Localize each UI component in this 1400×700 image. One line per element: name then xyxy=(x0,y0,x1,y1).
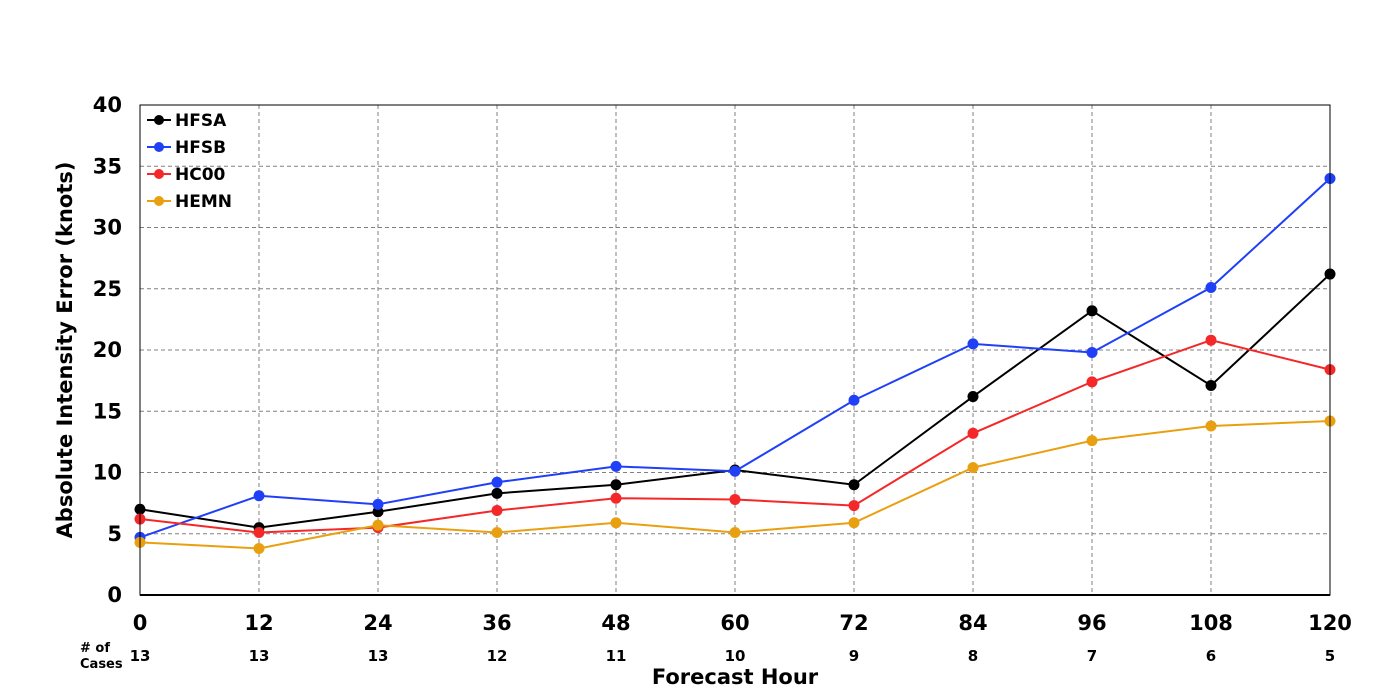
legend-label: HFSB xyxy=(175,138,226,158)
data-point xyxy=(1086,376,1098,388)
data-point xyxy=(372,519,384,531)
case-count: 8 xyxy=(968,647,978,665)
data-point xyxy=(610,479,622,491)
data-point xyxy=(372,498,384,510)
case-count: 7 xyxy=(1087,647,1097,665)
series-lines xyxy=(134,173,1336,554)
data-point xyxy=(1205,282,1217,294)
cases-title-line2: Cases xyxy=(80,657,123,672)
x-tick-label: 84 xyxy=(958,611,987,635)
x-tick-label: 0 xyxy=(133,611,148,635)
case-count: 9 xyxy=(849,647,859,665)
data-point xyxy=(491,487,503,499)
data-point xyxy=(967,338,979,350)
case-count: 5 xyxy=(1325,647,1335,665)
data-point xyxy=(1086,346,1098,358)
legend-marker xyxy=(154,196,164,206)
case-count: 12 xyxy=(487,647,508,665)
legend-item-hfsa: HFSA xyxy=(147,111,227,131)
data-point xyxy=(967,462,979,474)
data-point xyxy=(729,527,741,539)
data-point xyxy=(253,490,265,502)
legend-item-hemn: HEMN xyxy=(147,192,232,212)
data-point xyxy=(610,460,622,472)
data-point xyxy=(848,479,860,491)
cases-row: # of Cases 13 13 13 12 11 10 9 8 7 6 5 xyxy=(80,641,1335,672)
grid-lines xyxy=(140,105,1330,595)
series-hemn xyxy=(134,415,1336,554)
x-tick-label: 12 xyxy=(244,611,273,635)
data-point xyxy=(610,492,622,504)
x-axis-title: Forecast Hour xyxy=(652,665,819,689)
data-point xyxy=(1086,435,1098,447)
y-tick-label: 5 xyxy=(107,522,122,546)
y-axis-title: Absolute Intensity Error (knots) xyxy=(53,162,77,539)
case-count: 10 xyxy=(725,647,746,665)
data-point xyxy=(491,504,503,516)
data-point xyxy=(967,391,979,403)
data-point xyxy=(253,527,265,539)
x-tick-label: 36 xyxy=(482,611,511,635)
legend-item-hfsb: HFSB xyxy=(147,138,226,158)
x-tick-label: 24 xyxy=(363,611,392,635)
legend: HFSA HFSB HC00 HEMN xyxy=(147,111,232,212)
data-point xyxy=(729,465,741,477)
data-point xyxy=(1205,334,1217,346)
series-hfsb xyxy=(134,173,1336,543)
data-point xyxy=(848,500,860,512)
legend-marker xyxy=(154,115,164,125)
data-point xyxy=(491,476,503,488)
data-point xyxy=(253,542,265,554)
y-tick-label: 40 xyxy=(93,93,122,117)
legend-label: HC00 xyxy=(175,165,226,185)
y-tick-label: 15 xyxy=(93,399,122,423)
x-tick-label: 60 xyxy=(720,611,749,635)
case-count: 13 xyxy=(130,647,151,665)
x-tick-label: 72 xyxy=(839,611,868,635)
case-count: 6 xyxy=(1206,647,1216,665)
data-point xyxy=(491,527,503,539)
legend-marker xyxy=(154,169,164,179)
y-tick-label: 10 xyxy=(93,461,122,485)
y-tick-label: 0 xyxy=(107,583,122,607)
legend-marker xyxy=(154,142,164,152)
y-tick-label: 25 xyxy=(93,277,122,301)
x-tick-label: 108 xyxy=(1189,611,1233,635)
data-point xyxy=(848,517,860,529)
case-count: 13 xyxy=(249,647,270,665)
x-tick-label: 48 xyxy=(601,611,630,635)
case-count: 11 xyxy=(606,647,627,665)
y-tick-label: 20 xyxy=(93,338,122,362)
data-point xyxy=(610,517,622,529)
data-point xyxy=(729,493,741,505)
legend-label: HFSA xyxy=(175,111,227,131)
data-point xyxy=(1205,380,1217,392)
case-count: 13 xyxy=(368,647,389,665)
x-tick-label: 96 xyxy=(1077,611,1106,635)
data-point xyxy=(848,394,860,406)
data-point xyxy=(1086,305,1098,317)
y-tick-label: 35 xyxy=(93,154,122,178)
tick-labels: 0 5 10 15 20 25 30 35 40 0 12 24 36 48 60 72 84 96 108 120 xyxy=(93,93,1352,635)
legend-item-hc00: HC00 xyxy=(147,165,226,185)
cases-title-line1: # of xyxy=(80,641,110,656)
y-tick-label: 30 xyxy=(93,216,122,240)
data-point xyxy=(1205,420,1217,432)
x-tick-label: 120 xyxy=(1308,611,1352,635)
data-point xyxy=(967,427,979,439)
legend-label: HEMN xyxy=(175,192,232,212)
